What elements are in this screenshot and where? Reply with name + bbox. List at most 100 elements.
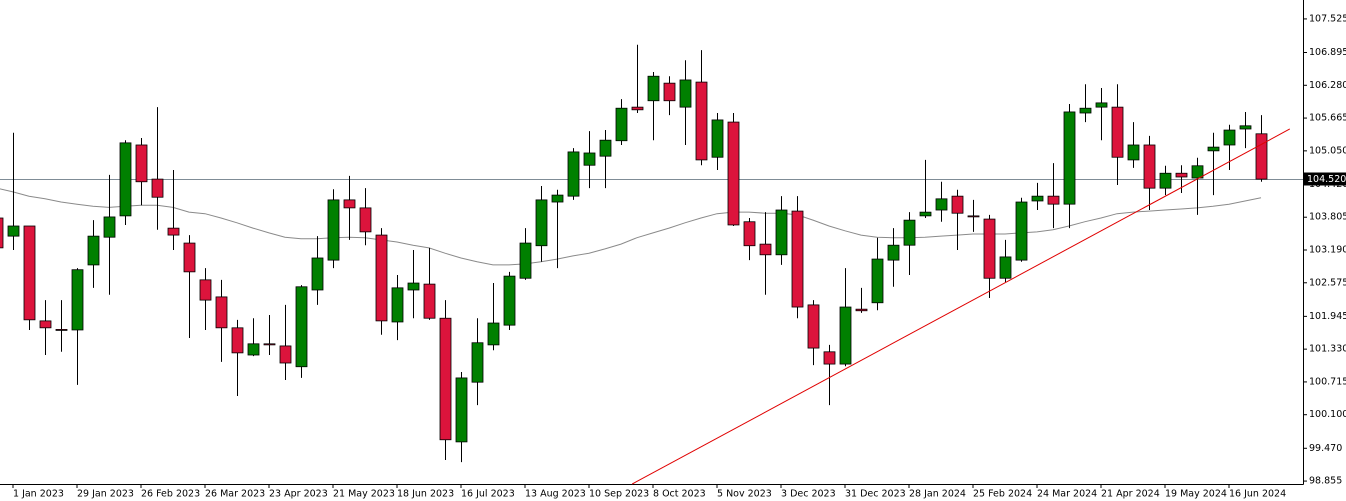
y-tick-label: 103.805 [1309, 212, 1346, 223]
candle-body [823, 351, 836, 365]
candle-body [983, 218, 996, 279]
x-tick-label: 18 Jun 2023 [397, 489, 454, 500]
candle-body [391, 287, 404, 323]
candle-body [567, 151, 580, 197]
y-tick-label: 100.715 [1309, 376, 1346, 387]
candle-body [631, 106, 644, 111]
candle-body [663, 82, 676, 102]
y-tick-label: 102.575 [1309, 277, 1346, 288]
candle-body [103, 216, 116, 238]
y-tick-label: 106.895 [1309, 47, 1346, 58]
candle-body [311, 257, 324, 291]
candle-body [1015, 201, 1028, 261]
candle-body [455, 377, 468, 443]
x-tick-label: 16 Jun 2024 [1229, 489, 1286, 500]
moving-average [0, 188, 1262, 266]
last-price-label: 104.520 [1307, 174, 1346, 185]
candle-body [503, 275, 516, 326]
candle-body [1239, 125, 1252, 130]
y-tick-label: 100.100 [1309, 409, 1346, 420]
candle-body [327, 199, 340, 261]
candle-body [1063, 111, 1076, 205]
candle-body [295, 286, 308, 368]
x-tick-label: 3 Dec 2023 [781, 489, 836, 500]
candle-body [439, 317, 452, 441]
candle-body [7, 225, 20, 237]
candle-body [231, 327, 244, 354]
candle-body [999, 256, 1012, 279]
x-tick-label: 5 Nov 2023 [717, 489, 772, 500]
x-tick-label: 23 Apr 2023 [269, 489, 328, 500]
x-tick-label: 26 Mar 2023 [205, 489, 265, 500]
last-price-box [1304, 172, 1346, 186]
candle-body [1175, 172, 1188, 178]
candle-body [1143, 144, 1156, 189]
x-tick-label: 29 Jan 2023 [77, 489, 134, 500]
candle-body [791, 210, 804, 308]
x-tick-label: 19 May 2024 [1165, 489, 1227, 500]
y-tick-label: 103.190 [1309, 244, 1346, 255]
candle-body [1095, 102, 1108, 108]
candle-body [727, 121, 740, 226]
x-tick-label: 1 Jan 2023 [13, 489, 64, 500]
candle-body [1207, 146, 1220, 152]
x-tick-label: 24 Mar 2024 [1037, 489, 1097, 500]
candle-body [1191, 165, 1204, 179]
candle-body [679, 79, 692, 108]
candle-body [903, 219, 916, 246]
candle-body [215, 296, 228, 329]
candle-body [695, 81, 708, 161]
candle-body [263, 343, 276, 346]
candle-body [119, 142, 132, 217]
candle-body [871, 258, 884, 304]
candle-body [1255, 133, 1268, 180]
x-tick-label: 8 Oct 2023 [653, 489, 706, 500]
candle-body [1159, 172, 1172, 189]
candle-body [199, 279, 212, 301]
candle-body [519, 242, 532, 279]
candle-body [1047, 195, 1060, 205]
candle-body [1111, 106, 1124, 158]
candle-body [39, 320, 52, 329]
candle-body [807, 304, 820, 349]
candle-body [167, 227, 180, 236]
candle-body [1223, 129, 1236, 146]
y-tick-label: 105.050 [1309, 145, 1346, 156]
candle-body [855, 308, 868, 312]
candle-body [887, 244, 900, 261]
candle-body [583, 152, 596, 166]
candle-body [951, 195, 964, 214]
candle-body [247, 343, 260, 356]
candle-body [375, 234, 388, 322]
candle-body [487, 322, 500, 346]
x-tick-label: 31 Dec 2023 [845, 489, 906, 500]
x-tick-label: 13 Aug 2023 [525, 489, 586, 500]
candle-body [87, 235, 100, 266]
y-tick-label: 101.945 [1309, 311, 1346, 322]
trendline [631, 128, 1291, 485]
candle-body [967, 215, 980, 218]
candle-body [407, 282, 420, 291]
candle-body [919, 211, 932, 217]
candle-body [23, 225, 36, 321]
y-tick-label: 107.525 [1309, 13, 1346, 24]
y-tick-label: 99.470 [1309, 443, 1342, 454]
x-tick-label: 21 May 2023 [333, 489, 395, 500]
candle-body [599, 139, 612, 157]
x-tick-label: 10 Sep 2023 [589, 489, 649, 500]
candle-body [535, 199, 548, 247]
candle-body [775, 209, 788, 256]
candle-body [615, 107, 628, 142]
candle-body [743, 221, 756, 247]
y-tick-label: 106.280 [1309, 80, 1346, 91]
x-tick-label: 28 Jan 2024 [909, 489, 966, 500]
x-tick-label: 16 Jul 2023 [461, 489, 515, 500]
candle-body [135, 144, 148, 183]
candle-body [1079, 107, 1092, 114]
candle-body [343, 199, 356, 209]
x-tick-label: 25 Feb 2024 [973, 489, 1032, 500]
candle-body [471, 342, 484, 383]
candle-body [551, 194, 564, 203]
